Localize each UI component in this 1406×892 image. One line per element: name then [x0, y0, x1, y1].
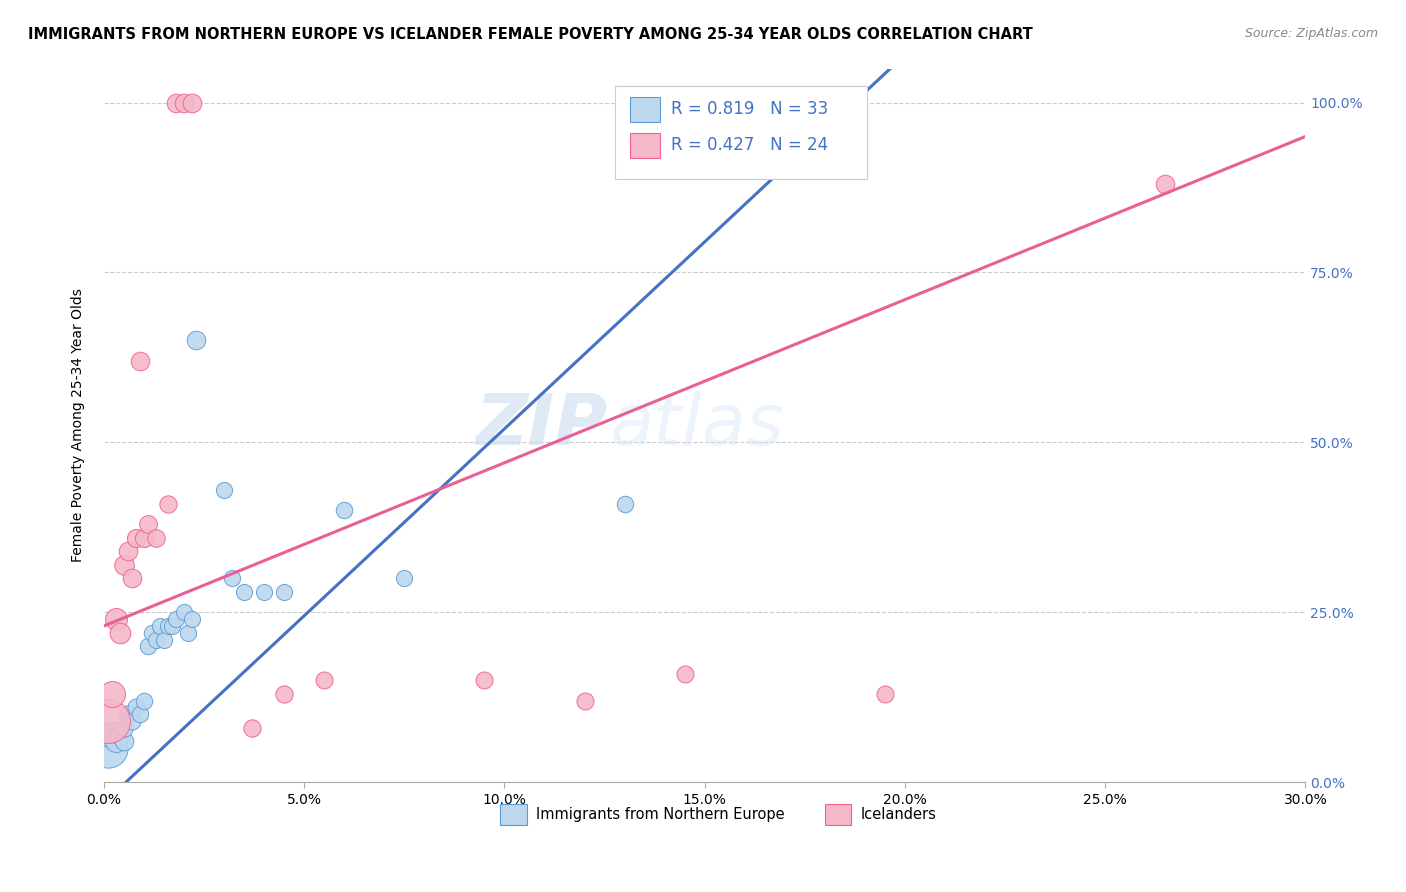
- Point: [125, 700, 148, 714]
- Point: [125, 531, 148, 545]
- Point: [145, 632, 167, 647]
- Point: [117, 544, 139, 558]
- Bar: [825, 804, 851, 825]
- Point: [177, 625, 200, 640]
- Point: [273, 585, 295, 599]
- Point: [141, 625, 163, 640]
- Point: [165, 95, 187, 110]
- Point: [121, 571, 143, 585]
- Point: [129, 354, 152, 368]
- Point: [333, 503, 356, 517]
- Point: [240, 721, 263, 735]
- Point: [181, 95, 204, 110]
- Point: [613, 497, 636, 511]
- Point: [165, 612, 187, 626]
- Point: [112, 558, 135, 572]
- Point: [181, 612, 204, 626]
- Point: [136, 640, 159, 654]
- Point: [157, 619, 180, 633]
- Text: atlas: atlas: [609, 391, 783, 460]
- Point: [136, 516, 159, 531]
- Point: [574, 694, 596, 708]
- Bar: [630, 133, 661, 158]
- Point: [873, 687, 896, 701]
- Point: [253, 585, 276, 599]
- Point: [129, 707, 152, 722]
- Point: [184, 334, 207, 348]
- Text: Immigrants from Northern Europe: Immigrants from Northern Europe: [537, 807, 785, 822]
- Text: Source: ZipAtlas.com: Source: ZipAtlas.com: [1244, 27, 1378, 40]
- Point: [105, 734, 128, 748]
- Point: [145, 531, 167, 545]
- Point: [394, 571, 416, 585]
- Point: [273, 687, 295, 701]
- Point: [149, 619, 172, 633]
- Point: [233, 585, 256, 599]
- Text: IMMIGRANTS FROM NORTHERN EUROPE VS ICELANDER FEMALE POVERTY AMONG 25-34 YEAR OLD: IMMIGRANTS FROM NORTHERN EUROPE VS ICELA…: [28, 27, 1033, 42]
- Point: [713, 95, 735, 110]
- Point: [101, 728, 124, 742]
- Point: [153, 632, 176, 647]
- Point: [173, 605, 195, 619]
- Point: [221, 571, 243, 585]
- Point: [112, 721, 135, 735]
- Point: [157, 497, 180, 511]
- Text: R = 0.819   N = 33: R = 0.819 N = 33: [671, 100, 828, 119]
- Point: [117, 707, 139, 722]
- Point: [108, 728, 131, 742]
- Point: [97, 714, 120, 728]
- Bar: [630, 97, 661, 122]
- Y-axis label: Female Poverty Among 25-34 Year Olds: Female Poverty Among 25-34 Year Olds: [72, 288, 86, 562]
- Point: [121, 714, 143, 728]
- Point: [97, 741, 120, 756]
- Point: [132, 531, 155, 545]
- Point: [132, 694, 155, 708]
- Point: [314, 673, 336, 688]
- Text: ZIP: ZIP: [477, 391, 609, 460]
- Point: [160, 619, 183, 633]
- Point: [173, 95, 195, 110]
- Point: [793, 95, 815, 110]
- Text: Icelanders: Icelanders: [860, 807, 936, 822]
- Point: [112, 734, 135, 748]
- Bar: [501, 804, 527, 825]
- FancyBboxPatch shape: [614, 87, 868, 179]
- Point: [108, 625, 131, 640]
- Point: [673, 666, 696, 681]
- Point: [474, 673, 496, 688]
- Point: [101, 687, 124, 701]
- Text: R = 0.427   N = 24: R = 0.427 N = 24: [671, 136, 828, 154]
- Point: [212, 483, 235, 497]
- Point: [1154, 177, 1177, 191]
- Point: [105, 612, 128, 626]
